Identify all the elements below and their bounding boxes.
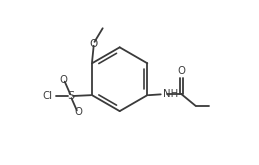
Text: O: O bbox=[178, 66, 186, 76]
Text: O: O bbox=[74, 107, 82, 117]
Text: S: S bbox=[67, 91, 74, 101]
Text: O: O bbox=[90, 39, 98, 49]
Text: NH: NH bbox=[163, 89, 178, 99]
Text: Cl: Cl bbox=[42, 91, 52, 101]
Text: O: O bbox=[59, 75, 67, 85]
